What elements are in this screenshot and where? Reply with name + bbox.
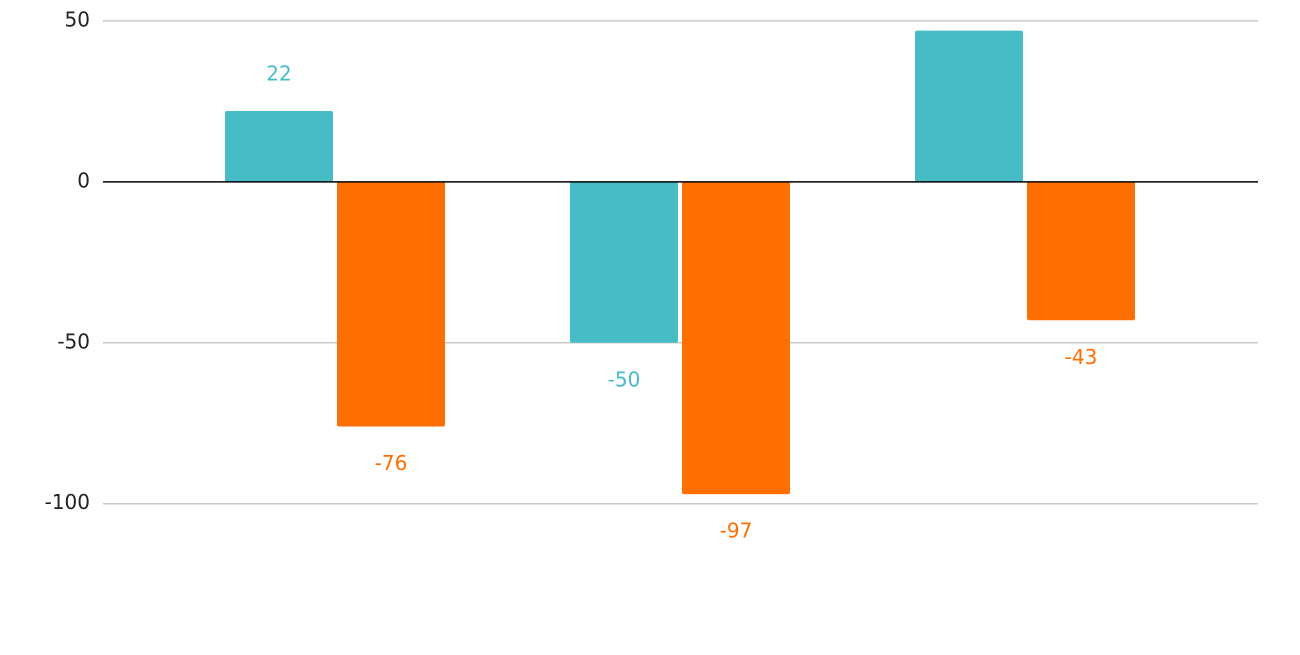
value-label: -43 xyxy=(1065,345,1098,369)
bar xyxy=(682,181,790,495)
bar xyxy=(915,30,1023,182)
value-label: -76 xyxy=(375,451,408,475)
value-label: -50 xyxy=(608,367,641,391)
value-label: 47 xyxy=(956,0,981,5)
bar xyxy=(337,181,445,427)
y-tick-label: -50 xyxy=(57,329,90,353)
bar xyxy=(1027,181,1135,321)
y-tick-label: 50 xyxy=(65,7,90,31)
y-tick-label: -100 xyxy=(45,490,90,514)
y-tick-label: 0 xyxy=(77,168,90,192)
bar xyxy=(570,181,678,343)
value-label: -97 xyxy=(720,519,753,543)
value-label: 22 xyxy=(266,62,291,86)
bar xyxy=(225,111,333,182)
